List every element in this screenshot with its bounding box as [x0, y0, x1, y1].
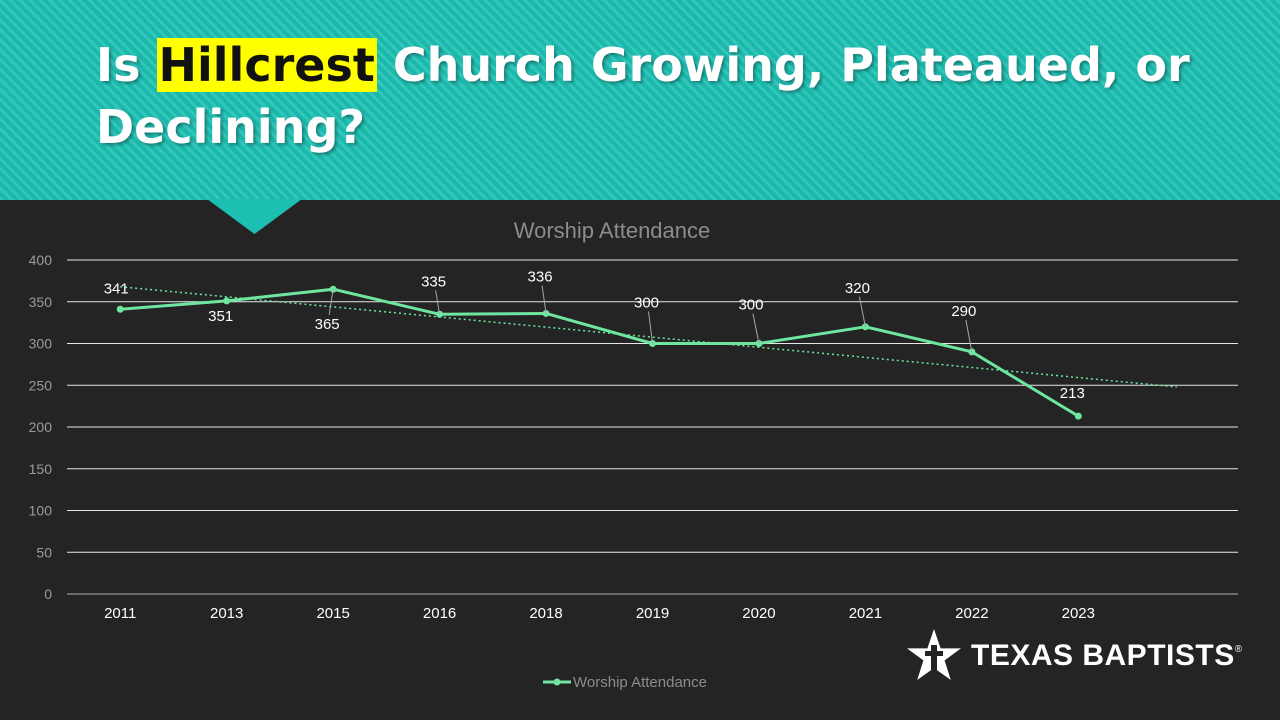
- data-label-leader: [435, 290, 441, 315]
- data-label: 300: [634, 295, 659, 312]
- attendance-line-chart: Worship Attendance 0 50 100 150 200 250 300 350 4…: [29, 218, 1238, 691]
- y-tick-label: 350: [29, 294, 53, 310]
- slide-title: Is Hillcrest Church Growing, Plateaued, …: [96, 34, 1216, 158]
- data-label: 341: [104, 280, 129, 297]
- x-tick-label: 2016: [423, 605, 456, 622]
- y-tick-label: 50: [36, 544, 52, 560]
- data-label: 320: [845, 280, 870, 297]
- data-label: 336: [528, 268, 553, 285]
- data-label-leader: [541, 285, 547, 314]
- data-label-leader: [965, 319, 973, 352]
- x-tick-label: 2020: [742, 605, 775, 622]
- y-tick-label: 150: [29, 461, 53, 477]
- data-label-leader: [752, 313, 760, 344]
- data-label-leader: [858, 296, 866, 327]
- y-tick-label: 100: [29, 503, 53, 519]
- legend-swatch-marker: [553, 678, 561, 686]
- data-point: [1074, 412, 1082, 420]
- x-tick-label: 2018: [529, 605, 562, 622]
- title-highlight: Hillcrest: [156, 38, 377, 92]
- x-tick-label: 2023: [1062, 605, 1095, 622]
- x-tick-label: 2015: [316, 605, 349, 622]
- data-label-leader: [328, 289, 334, 316]
- x-tick-label: 2013: [210, 605, 243, 622]
- x-tick-label: 2011: [104, 605, 136, 622]
- x-tick-label: 2021: [849, 605, 882, 622]
- star-cross-icon: [907, 629, 961, 680]
- data-label: 365: [315, 316, 340, 333]
- chart-title: Worship Attendance: [514, 218, 711, 243]
- title-suffix: Church Growing, Plateaued, or Declining?: [96, 38, 1190, 154]
- data-label: 290: [951, 303, 976, 320]
- data-label: 300: [738, 297, 763, 314]
- y-tick-label: 300: [29, 336, 53, 352]
- data-point: [116, 305, 124, 313]
- trendline: [120, 285, 1177, 388]
- data-label: 335: [421, 273, 446, 290]
- x-tick-label: 2022: [955, 605, 988, 622]
- legend-label: Worship Attendance: [573, 674, 707, 691]
- title-prefix: Is: [96, 38, 141, 92]
- texas-baptists-logo: TEXAS BAPTISTS ®: [905, 626, 1250, 686]
- series-line-worship-attendance: [120, 287, 1080, 418]
- y-tick-label: 200: [29, 419, 53, 435]
- registered-mark: ®: [1234, 644, 1243, 655]
- title-banner: [0, 0, 1280, 200]
- y-tick-label: 400: [29, 252, 53, 268]
- data-label: 351: [208, 308, 233, 325]
- data-label-leader: [648, 311, 653, 344]
- data-point: [223, 297, 231, 305]
- x-tick-label: 2019: [636, 605, 669, 622]
- y-tick-label: 250: [29, 377, 53, 393]
- logo-text: TEXAS BAPTISTS: [971, 639, 1235, 672]
- data-label: 213: [1060, 385, 1085, 402]
- y-tick-label: 0: [44, 586, 52, 602]
